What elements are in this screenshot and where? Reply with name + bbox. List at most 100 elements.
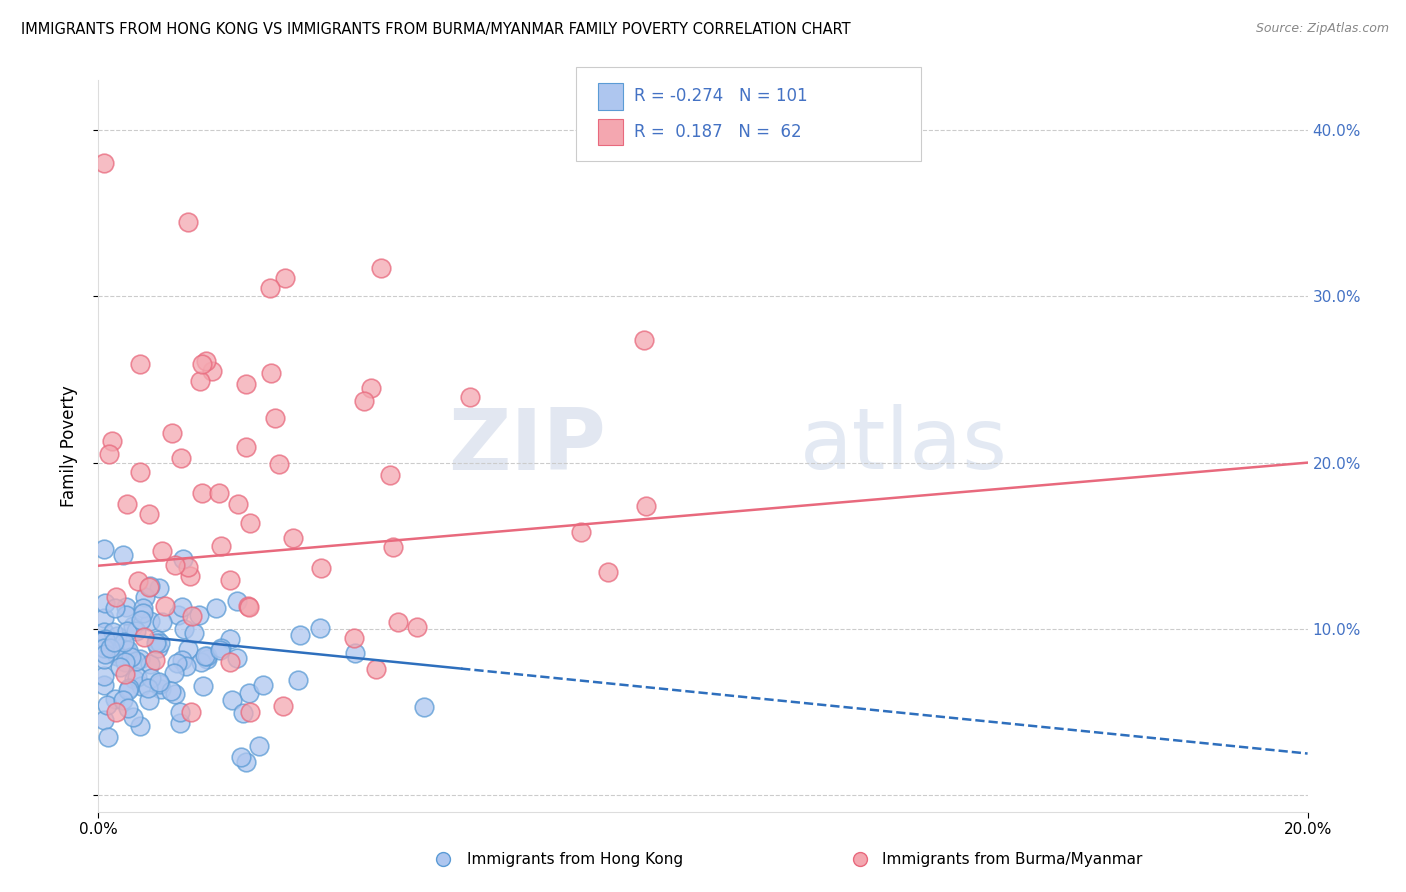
Point <box>238 599 260 614</box>
Point <box>129 679 152 693</box>
Point <box>271 698 294 713</box>
Point <box>179 568 201 582</box>
Point <box>108 660 131 674</box>
Point <box>259 281 281 295</box>
Point <box>93 624 115 639</box>
Point <box>121 710 143 724</box>
Point <box>114 667 136 681</box>
Point <box>104 601 127 615</box>
Point <box>121 618 143 632</box>
Point <box>209 539 232 553</box>
Point <box>120 650 142 665</box>
Point <box>309 561 332 575</box>
Point <box>93 713 115 727</box>
Point <box>160 425 183 440</box>
Point <box>96 698 118 712</box>
Point <box>125 654 148 668</box>
Point <box>343 646 366 660</box>
Point <box>205 600 228 615</box>
Point <box>170 600 193 615</box>
Point <box>353 393 375 408</box>
Text: R = -0.274   N = 101: R = -0.274 N = 101 <box>634 87 807 105</box>
Text: Immigrants from Burma/Myanmar: Immigrants from Burma/Myanmar <box>882 852 1142 867</box>
Point <box>138 693 160 707</box>
Point <box>127 574 149 589</box>
Point <box>114 642 136 657</box>
Point <box>413 699 436 714</box>
Point <box>273 271 295 285</box>
Point <box>112 693 135 707</box>
Point <box>387 615 409 630</box>
Point <box>235 755 257 769</box>
Point <box>93 652 115 666</box>
Point <box>569 524 592 539</box>
Text: atlas: atlas <box>800 404 1008 488</box>
Point <box>93 647 115 661</box>
Point <box>309 621 332 635</box>
Point <box>235 440 257 454</box>
Point <box>148 581 170 595</box>
Point <box>111 549 134 563</box>
Point <box>166 656 188 670</box>
Point <box>114 655 136 669</box>
Point <box>378 467 401 482</box>
Point <box>149 682 172 697</box>
Point <box>139 614 162 628</box>
Point <box>287 673 309 687</box>
Point <box>219 655 242 669</box>
Point <box>124 672 146 686</box>
Point <box>633 334 655 348</box>
Point <box>195 649 218 664</box>
Text: Immigrants from Hong Kong: Immigrants from Hong Kong <box>467 852 683 867</box>
Point <box>167 607 190 622</box>
Point <box>100 641 122 656</box>
Point <box>145 636 167 650</box>
Point <box>104 692 127 706</box>
Point <box>163 665 186 680</box>
Y-axis label: Family Poverty: Family Poverty <box>59 385 77 507</box>
Point <box>458 390 481 404</box>
Point <box>165 687 187 701</box>
Point <box>269 457 291 471</box>
Text: IMMIGRANTS FROM HONG KONG VS IMMIGRANTS FROM BURMA/MYANMAR FAMILY POVERTY CORREL: IMMIGRANTS FROM HONG KONG VS IMMIGRANTS … <box>21 22 851 37</box>
Point <box>128 652 150 666</box>
Point <box>148 675 170 690</box>
Point <box>226 497 249 511</box>
Point <box>105 649 128 664</box>
Point <box>235 377 257 392</box>
Point <box>238 599 260 613</box>
Point <box>149 677 172 691</box>
Point <box>105 705 128 719</box>
Text: ZIP: ZIP <box>449 404 606 488</box>
Point <box>177 641 200 656</box>
Point <box>370 260 392 275</box>
Point <box>101 434 124 448</box>
Point <box>170 653 193 667</box>
Point <box>195 354 218 368</box>
Point <box>165 558 187 572</box>
Point <box>128 358 150 372</box>
Point <box>93 678 115 692</box>
Point <box>94 632 117 646</box>
Point <box>283 531 305 545</box>
Point <box>169 706 191 720</box>
Point <box>596 565 619 579</box>
Point <box>260 366 283 380</box>
Point <box>226 651 249 665</box>
Point <box>150 544 173 558</box>
Point <box>252 678 274 692</box>
Point <box>406 620 429 634</box>
Point <box>180 705 202 719</box>
Point <box>98 446 121 460</box>
Text: R =  0.187   N =  62: R = 0.187 N = 62 <box>634 123 801 141</box>
Point <box>191 357 214 371</box>
Point <box>114 608 136 623</box>
Point <box>183 626 205 640</box>
Point <box>118 681 141 695</box>
Point <box>360 381 382 395</box>
Text: Source: ZipAtlas.com: Source: ZipAtlas.com <box>1256 22 1389 36</box>
Point <box>132 601 155 615</box>
Point <box>138 507 160 521</box>
Point <box>105 646 128 660</box>
Point <box>153 599 176 614</box>
